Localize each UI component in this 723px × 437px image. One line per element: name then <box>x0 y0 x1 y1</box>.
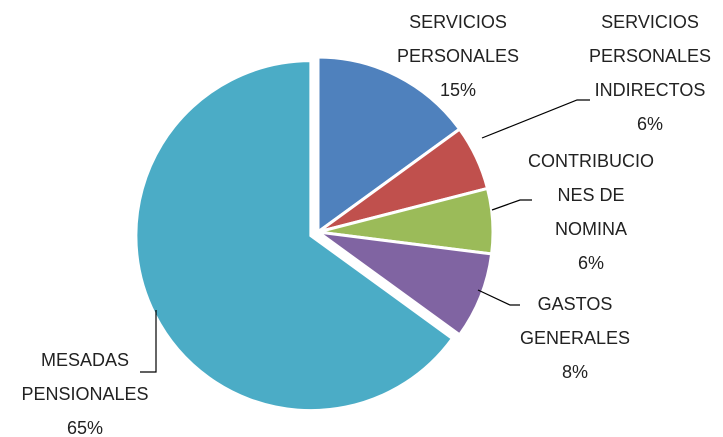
leader-line <box>491 199 532 211</box>
pie-slice <box>317 230 494 337</box>
value-label: 6% <box>636 114 663 134</box>
value-label: 6% <box>577 253 604 273</box>
value-label: 8% <box>561 362 588 382</box>
value-label: 65% <box>66 418 104 437</box>
value-label: 15% <box>439 80 477 100</box>
category-label: SERVICIOS PERSONALES <box>396 12 520 66</box>
slice-label: CONTRIBUCIONES DE NOMINA 6% <box>527 144 655 280</box>
pie-slice <box>316 55 462 235</box>
slice-label: SERVICIOS PERSONALES 15% <box>383 5 533 107</box>
pie-slice <box>134 59 455 413</box>
category-label: GASTOS GENERALES <box>519 294 631 348</box>
slice-label: MESADAS PENSIONALES 65% <box>10 343 160 437</box>
category-label: MESADAS PENSIONALES <box>21 350 149 404</box>
slice-label: SERVICIOS PERSONALES INDIRECTOS 6% <box>570 5 723 141</box>
slice-label: GASTOS GENERALES 8% <box>505 287 645 389</box>
category-label: SERVICIOS PERSONALES INDIRECTOS <box>588 12 712 100</box>
leader-line <box>140 310 157 373</box>
leader-line <box>477 289 520 306</box>
leader-line <box>481 99 590 139</box>
category-label: CONTRIBUCIONES DE NOMINA <box>528 151 654 239</box>
